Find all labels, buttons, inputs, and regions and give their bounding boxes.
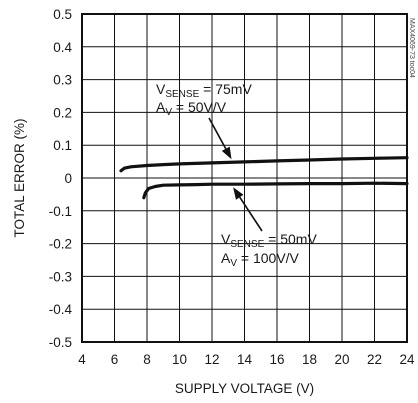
y-tick-label: 0 (64, 171, 72, 186)
annotation-upper-arrowhead (221, 146, 232, 160)
x-axis-label: SUPPLY VOLTAGE (V) (175, 381, 314, 396)
annotation-upper-line1-sub: SENSE (165, 89, 199, 100)
series-line-2 (142, 181, 409, 200)
x-tick-label: 16 (269, 352, 284, 367)
x-tick-label: 20 (334, 352, 349, 367)
annotation-lower: VSENSE = 50mV AV = 100V/V (221, 187, 317, 269)
x-tick-label: 24 (399, 352, 415, 367)
x-tick-labels: 4 6 8 10 12 14 16 18 20 22 24 (78, 352, 415, 367)
grid (82, 14, 407, 342)
annotation-lower-arrow (239, 196, 263, 232)
y-tick-label: -0.2 (49, 237, 72, 252)
x-tick-label: 4 (78, 352, 86, 367)
y-tick-label: -0.3 (49, 269, 72, 284)
annotation-lower-line1-rest: = 50mV (264, 231, 317, 247)
annotation-upper-line1: VSENSE = 75mV (156, 81, 252, 100)
y-tick-label: 0.4 (53, 40, 72, 55)
y-tick-labels: 0.5 0.4 0.3 0.2 0.1 0 -0.1 -0.2 -0.3 -0.4 -0.5 (49, 7, 73, 350)
annotation-lower-arrowhead (233, 187, 244, 200)
annotation-lower-line1-main: V (221, 231, 231, 247)
x-tick-label: 12 (204, 352, 219, 367)
annotation-upper-line2-sub: V (165, 107, 172, 118)
annotation-upper-line2-main: A (156, 99, 166, 115)
y-tick-label: -0.5 (49, 335, 72, 350)
annotation-upper-line1-rest: = 75mV (199, 81, 252, 97)
annotation-upper-arrow (208, 117, 227, 150)
annotation-upper-line2-rest: = 50V/V (172, 99, 227, 115)
y-tick-label: 0.3 (53, 73, 72, 88)
series-line-1 (119, 156, 409, 173)
y-tick-label: -0.4 (49, 302, 73, 317)
x-tick-label: 8 (143, 352, 151, 367)
y-axis-label: TOTAL ERROR (%) (12, 118, 27, 237)
x-tick-label: 10 (172, 352, 187, 367)
annotation-lower-line2-rest: = 100V/V (237, 250, 300, 266)
y-tick-label: 0.2 (53, 105, 72, 120)
series-layer (119, 156, 409, 200)
annotation-upper: VSENSE = 75mV AV = 50V/V (156, 81, 252, 160)
x-tick-label: 6 (111, 352, 119, 367)
annotation-lower-line2-sub: V (230, 258, 237, 269)
plot-frame (81, 13, 408, 343)
x-tick-label: 18 (302, 352, 317, 367)
x-tick-label: 22 (367, 352, 382, 367)
annotation-upper-line1-main: V (156, 81, 166, 97)
annotation-lower-line2-main: A (221, 250, 231, 266)
x-tick-label: 14 (237, 352, 253, 367)
y-tick-label: -0.1 (49, 204, 72, 219)
y-tick-label: 0.1 (53, 138, 72, 153)
annotation-lower-line1: VSENSE = 50mV (221, 231, 317, 250)
y-tick-label: 0.5 (53, 7, 72, 22)
watermark-label: MAX4069-73 toc04 (408, 18, 415, 78)
annotation-lower-line1-sub: SENSE (230, 239, 264, 250)
annotation-upper-line2: AV = 50V/V (156, 99, 227, 118)
annotation-lower-line2: AV = 100V/V (221, 250, 300, 269)
